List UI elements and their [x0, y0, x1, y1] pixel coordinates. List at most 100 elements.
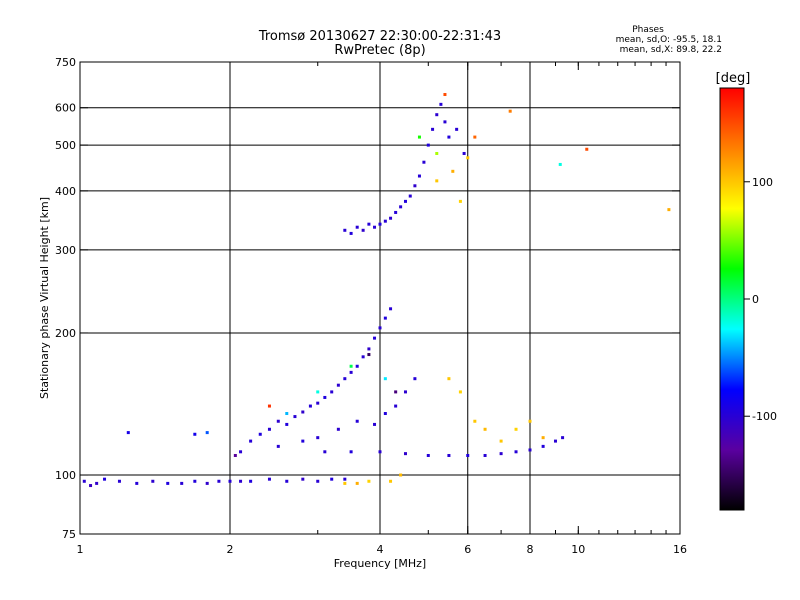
x-tick-label: 6: [464, 543, 471, 556]
data-point: [528, 448, 532, 452]
data-point: [343, 477, 347, 481]
data-point: [389, 307, 393, 311]
data-point: [355, 481, 359, 485]
data-point: [343, 481, 347, 485]
data-point: [355, 225, 359, 229]
data-point: [103, 477, 107, 481]
data-point: [403, 390, 407, 394]
y-tick-label: 300: [55, 244, 76, 257]
data-point: [95, 481, 99, 485]
data-point: [205, 481, 209, 485]
y-tick-label: 400: [55, 185, 76, 198]
legend-title: Phases: [632, 25, 664, 35]
data-point: [394, 404, 398, 408]
data-point: [561, 436, 565, 440]
x-tick-label: 16: [673, 543, 687, 556]
data-point: [301, 477, 305, 481]
y-tick-label: 600: [55, 102, 76, 115]
data-point: [458, 390, 462, 394]
data-point: [367, 353, 371, 357]
data-point: [228, 479, 232, 483]
data-point: [267, 477, 271, 481]
data-point: [439, 102, 443, 106]
data-point: [330, 477, 334, 481]
x-tick-label: 8: [527, 543, 534, 556]
x-tick-label: 1: [77, 543, 84, 556]
x-tick-label: 10: [571, 543, 585, 556]
x-tick-label: 4: [377, 543, 384, 556]
y-tick-label: 75: [62, 528, 76, 541]
data-point: [361, 355, 365, 359]
data-point: [462, 151, 466, 155]
data-point: [422, 160, 426, 164]
colorbar-tick-label: 100: [752, 176, 773, 189]
data-point: [553, 439, 557, 443]
x-axis: 1 2 4 6 8 10 16: [77, 62, 687, 556]
data-point: [205, 431, 209, 435]
data-point: [355, 364, 359, 368]
data-point: [316, 479, 320, 483]
chart-subtitle: RwPretec (8p): [334, 43, 425, 58]
data-point: [389, 479, 393, 483]
data-point: [349, 364, 353, 368]
data-point: [466, 453, 470, 457]
data-point: [431, 127, 435, 131]
y-tick-label: 750: [55, 56, 76, 69]
data-point: [383, 219, 387, 223]
data-point: [508, 109, 512, 113]
colorbar-tick-label: -100: [752, 410, 777, 423]
data-point: [514, 450, 518, 454]
data-point: [249, 479, 253, 483]
data-point: [399, 473, 403, 477]
data-point: [343, 228, 347, 232]
data-point: [378, 326, 382, 330]
data-point: [316, 436, 320, 440]
data-point: [447, 453, 451, 457]
data-point: [285, 479, 289, 483]
data-point: [499, 439, 503, 443]
data-point: [343, 377, 347, 381]
y-tick-label: 500: [55, 139, 76, 152]
legend-line-x: mean, sd,X: 89.8, 22.2: [620, 45, 722, 55]
data-point: [585, 147, 589, 151]
x-tick-label: 2: [227, 543, 234, 556]
data-point: [258, 432, 262, 436]
data-point: [249, 439, 253, 443]
data-point: [233, 453, 237, 457]
data-point: [367, 222, 371, 226]
data-point: [336, 383, 340, 387]
data-point: [558, 162, 562, 166]
colorbar-title: [deg]: [716, 71, 751, 86]
data-point: [443, 120, 447, 124]
data-point: [373, 422, 377, 426]
data-point: [466, 156, 470, 160]
colorbar-ticks: 100 0 -100: [744, 176, 777, 423]
data-point: [82, 479, 86, 483]
data-point: [267, 427, 271, 431]
colorbar-gradient: [719, 87, 745, 511]
y-axis: 75 100 200 300 400 500 600 750: [55, 56, 680, 541]
data-point: [458, 199, 462, 203]
data-point: [667, 208, 671, 212]
data-point: [541, 436, 545, 440]
data-point: [451, 169, 455, 173]
data-point: [389, 216, 393, 220]
data-point: [426, 453, 430, 457]
data-point: [285, 412, 289, 416]
y-axis-label: Stationary phase Virtual Height [km]: [38, 197, 51, 399]
data-point: [349, 450, 353, 454]
data-point: [403, 199, 407, 203]
data-point: [383, 412, 387, 416]
data-point: [408, 194, 412, 198]
data-point: [239, 479, 243, 483]
data-point: [367, 479, 371, 483]
y-tick-label: 100: [55, 469, 76, 482]
data-point: [413, 184, 417, 188]
data-point: [483, 453, 487, 457]
data-point: [541, 444, 545, 448]
data-point: [180, 481, 184, 485]
data-point: [499, 452, 503, 456]
data-point: [413, 377, 417, 381]
data-point: [383, 316, 387, 320]
